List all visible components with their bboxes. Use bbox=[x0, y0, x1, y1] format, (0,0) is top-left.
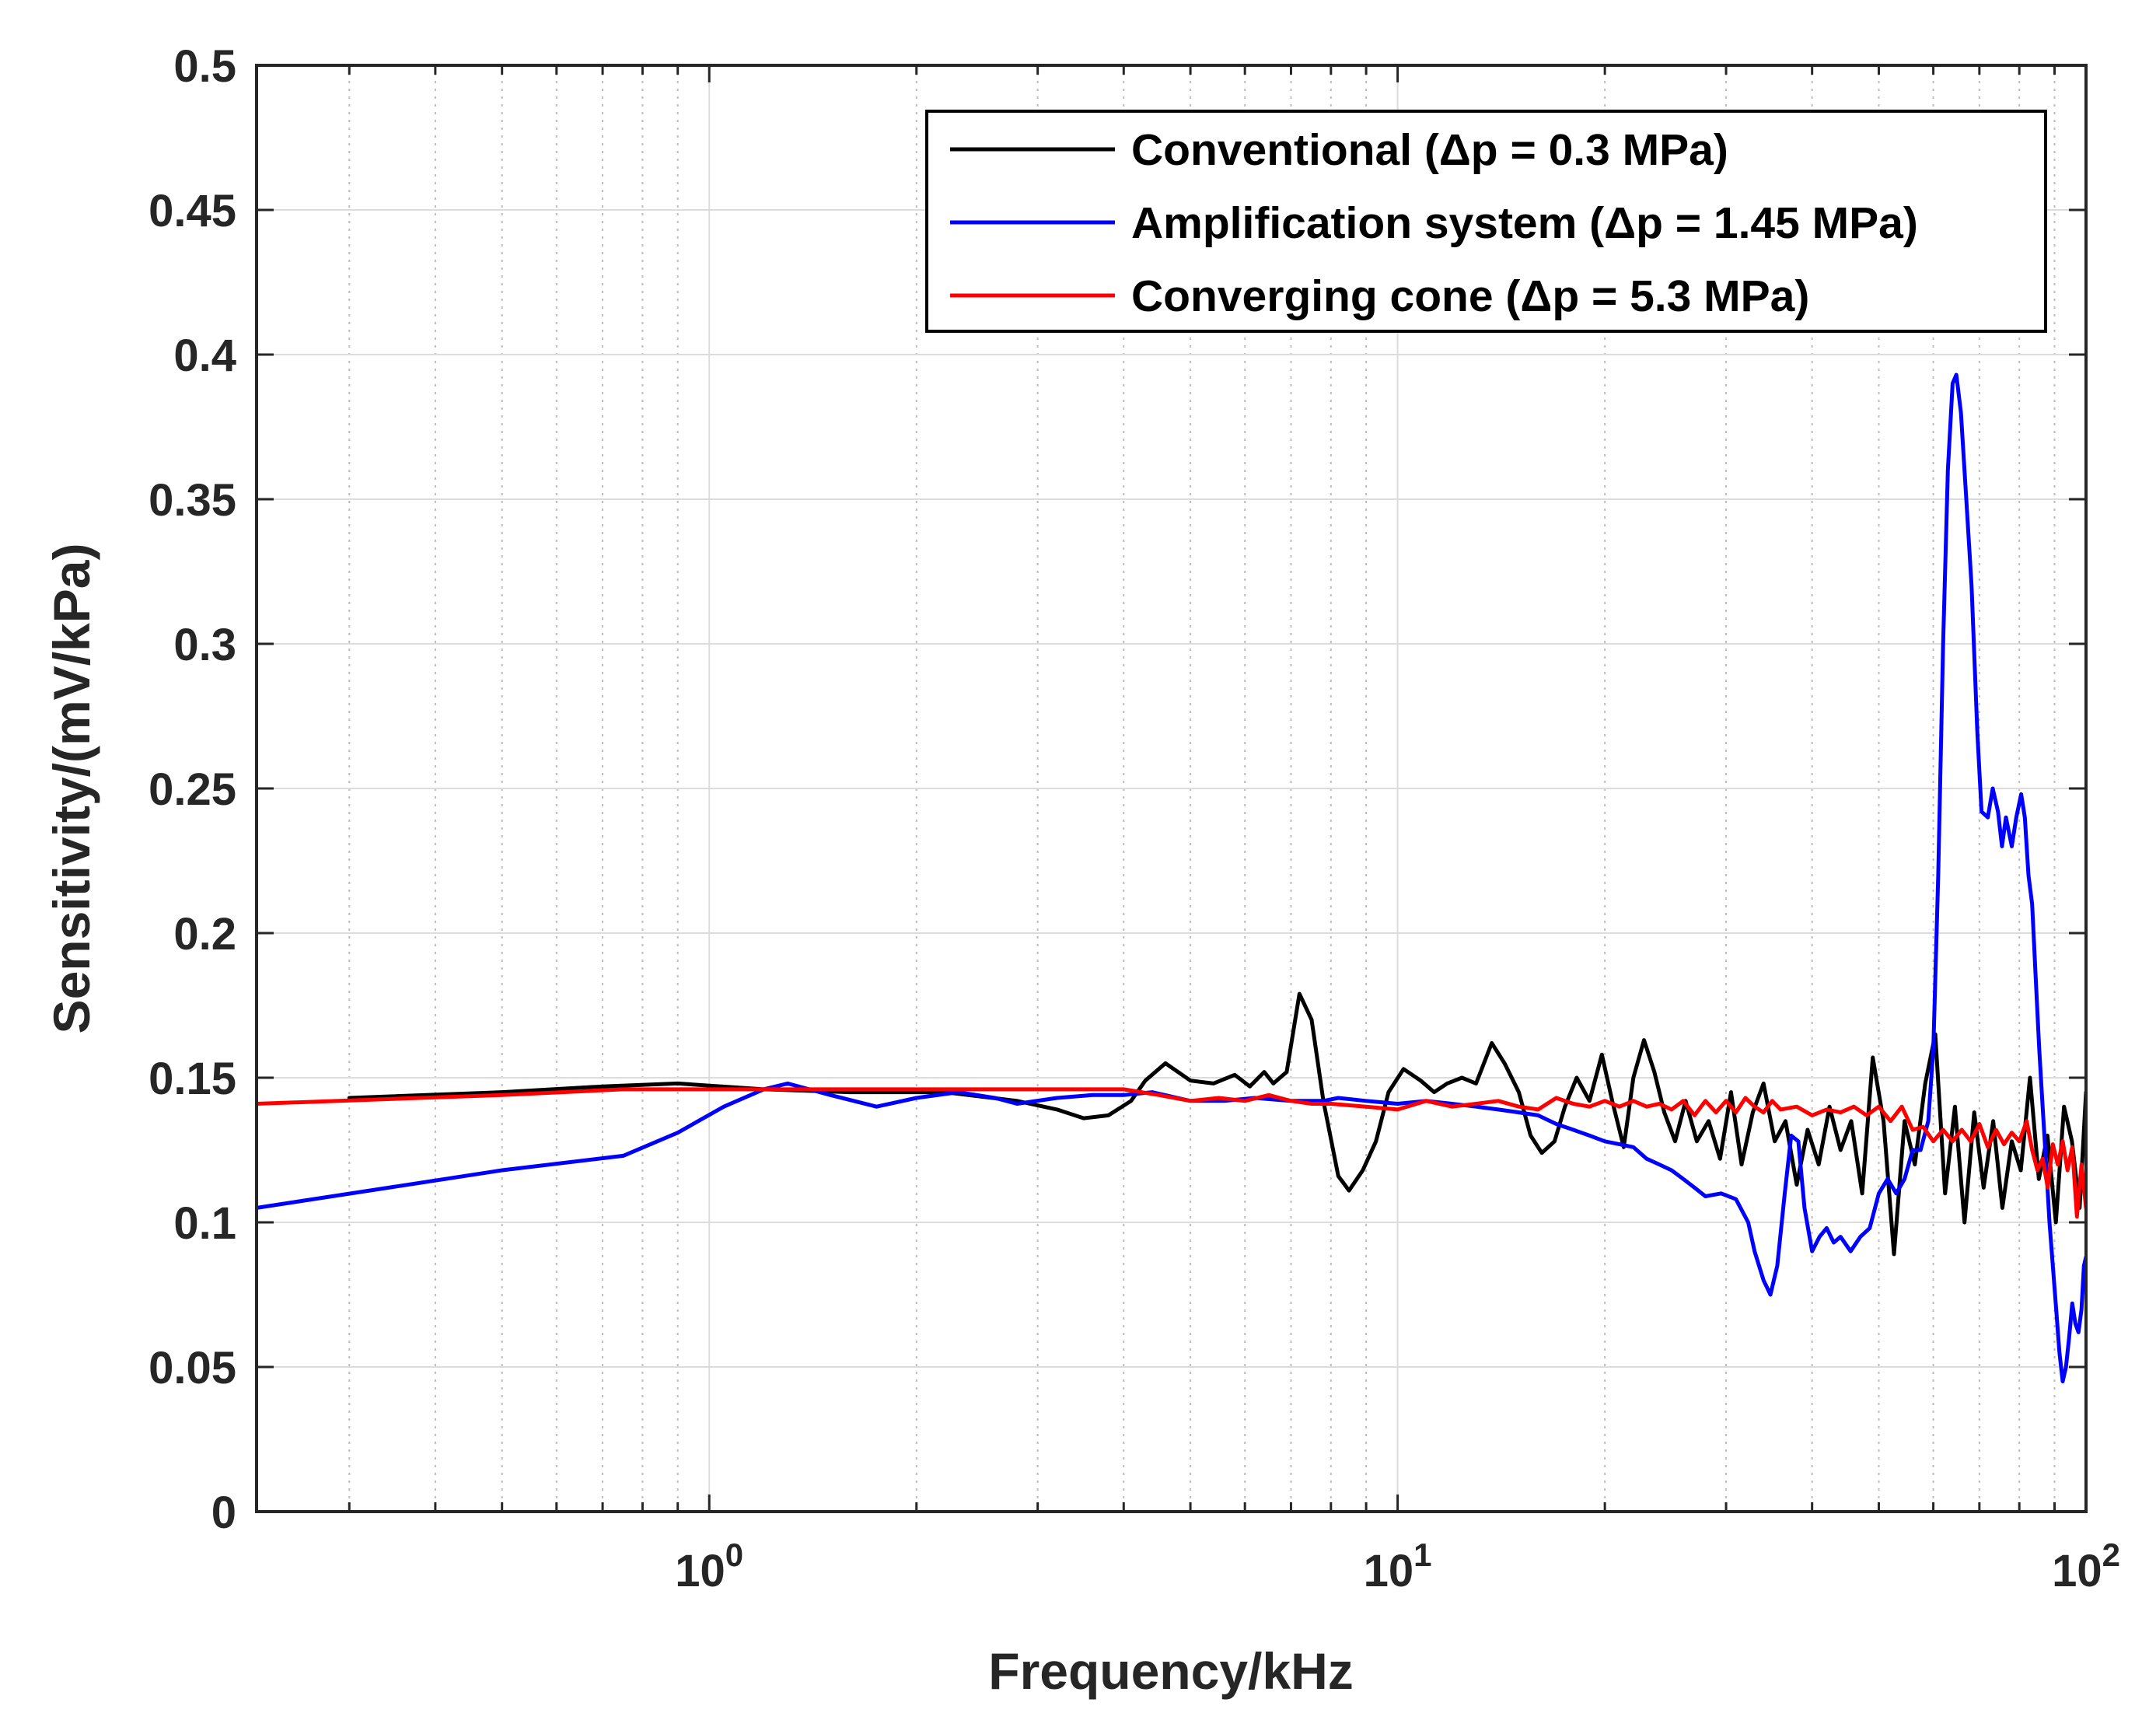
axis-ticks bbox=[257, 64, 2088, 1513]
y-tick-label: 0.15 bbox=[149, 1054, 236, 1104]
x-tick-labels: 100 101 102 bbox=[675, 1536, 2120, 1596]
x-axis-title: Frequency/kHz bbox=[988, 1642, 1353, 1700]
legend-label-2: Amplification system (Δp = 1.45 MPa) bbox=[1131, 198, 1918, 248]
y-tick-label: 0.2 bbox=[173, 909, 236, 960]
y-tick-label: 0.35 bbox=[149, 475, 236, 526]
legend-label-3: Converging cone (Δp = 5.3 MPa) bbox=[1131, 271, 1809, 321]
y-tick-label: 0.5 bbox=[173, 41, 236, 92]
series-line-2 bbox=[257, 372, 2086, 1384]
y-axis-title: Sensitivity/(mV/kPa) bbox=[43, 544, 100, 1034]
y-tick-label: 0.3 bbox=[173, 620, 236, 670]
legend-label-1: Conventional (Δp = 0.3 MPa) bbox=[1131, 125, 1728, 175]
series-line-1 bbox=[347, 991, 2086, 1257]
y-tick-label: 0.05 bbox=[149, 1343, 236, 1393]
series-line-3 bbox=[257, 1087, 2086, 1219]
x-tick-label: 100 bbox=[675, 1536, 743, 1596]
legend: Conventional (Δp = 0.3 MPa) Amplification… bbox=[925, 110, 2047, 333]
y-tick-labels: 0 0.05 0.1 0.15 0.2 0.25 0.3 0.35 0.4 0.45 0.5 bbox=[149, 41, 236, 1538]
y-tick-label: 0 bbox=[211, 1488, 236, 1538]
y-tick-label: 0.1 bbox=[173, 1198, 236, 1249]
y-tick-label: 0.45 bbox=[149, 186, 236, 236]
y-tick-label: 0.25 bbox=[149, 764, 236, 815]
x-tick-label: 101 bbox=[1364, 1536, 1432, 1596]
y-tick-label: 0.4 bbox=[173, 330, 236, 381]
series-group bbox=[257, 372, 2086, 1384]
x-tick-label: 102 bbox=[2052, 1536, 2120, 1596]
